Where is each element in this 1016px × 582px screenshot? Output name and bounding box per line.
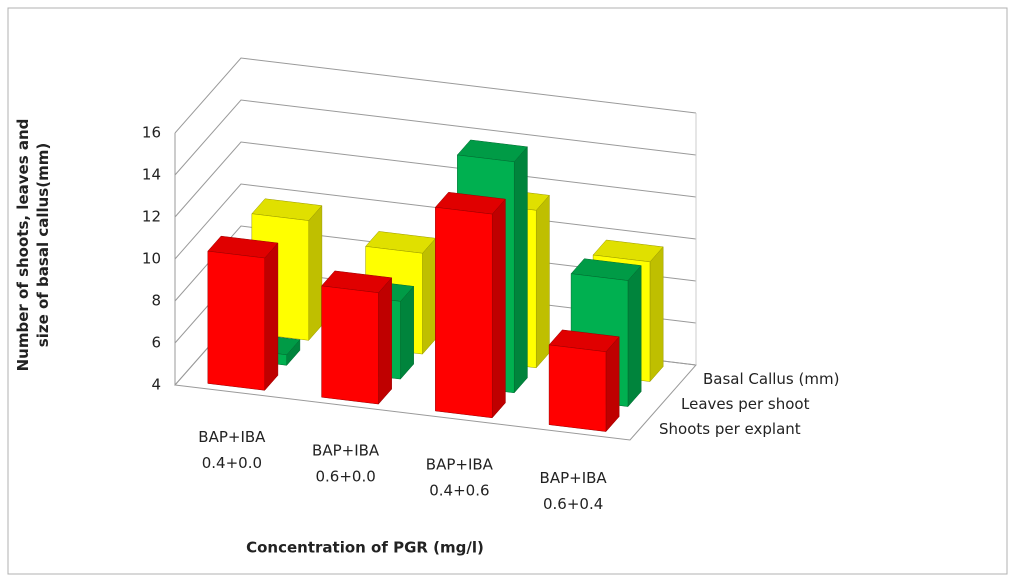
bar-front [207, 250, 265, 391]
legend-label: Basal Callus (mm) [703, 370, 839, 388]
bar-side [400, 285, 414, 380]
y-tick-label: 12 [142, 208, 161, 226]
y-tick-label: 10 [142, 250, 161, 268]
bar-front [321, 285, 379, 405]
x-tick-label: BAP+IBA 0.6+0.0 [312, 441, 380, 485]
x-axis-label: Concentration of PGR (mg/l) [246, 539, 484, 557]
bar-front [548, 344, 607, 432]
grid-line [174, 99, 697, 176]
y-tick-label: 4 [151, 376, 161, 394]
grid-line [174, 141, 697, 218]
bar-side [513, 146, 528, 394]
bar-side [378, 277, 392, 405]
legend-label: Leaves per shoot [681, 395, 810, 413]
bar-side [535, 194, 550, 369]
grid-line [174, 57, 697, 134]
y-axis-label-line: size of basal callus(mm) [34, 143, 52, 347]
x-tick-label: BAP+IBA 0.6+0.4 [540, 469, 608, 513]
y-tick-label: 8 [151, 292, 161, 310]
bar-side [605, 336, 620, 433]
bar-side [264, 242, 279, 391]
legend-label: Shoots per explant [659, 420, 801, 438]
bar [207, 235, 279, 391]
x-tick-label: BAP+IBA 0.4+0.0 [198, 427, 266, 471]
bar-front [435, 206, 493, 419]
y-axis-label: Number of shoots, leaves and size of basa… [14, 119, 52, 372]
bar-side [491, 198, 506, 419]
bar [321, 270, 393, 405]
bar-side [627, 264, 642, 408]
y-tick-label: 6 [151, 334, 161, 352]
x-tick-label: BAP+IBA 0.4+0.6 [426, 455, 494, 499]
y-tick-label: 16 [142, 124, 161, 142]
y-tick-label: 14 [142, 166, 161, 184]
bar-side [308, 204, 323, 341]
bar-side [649, 246, 664, 383]
bar [434, 191, 506, 419]
y-axis-label-line: Number of shoots, leaves and [14, 119, 32, 372]
bar [548, 329, 620, 433]
bar-side [422, 237, 436, 355]
